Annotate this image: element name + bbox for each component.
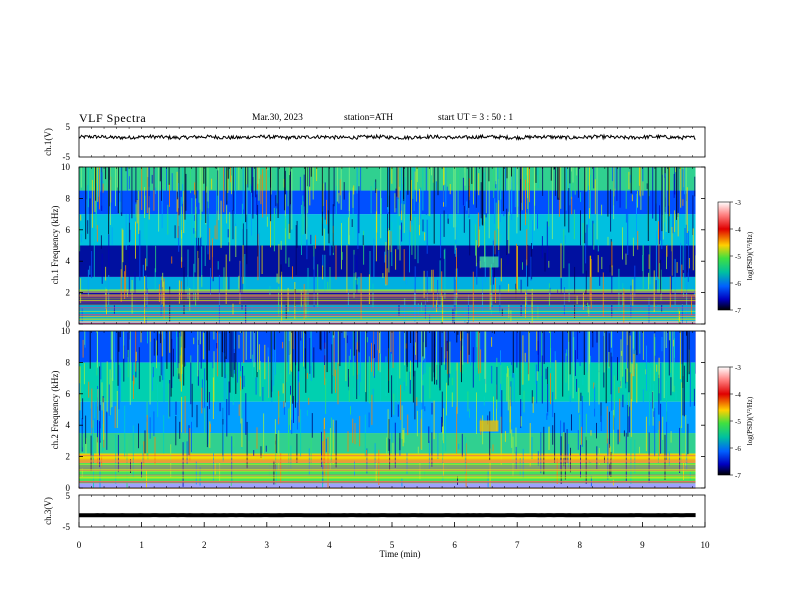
ch2-spec-ylabel-text: ch.2 Frequency (kHz): [50, 371, 60, 450]
cb2-tick--5: -5: [735, 418, 741, 426]
ch2-yticks: 0 2 4 6 8 10: [61, 326, 705, 493]
cb2-tick--6: -6: [735, 445, 741, 453]
start-time-label: start UT = 3 : 50 : 1: [438, 113, 514, 123]
ch3-ytick-top: 5: [66, 491, 71, 501]
ch1-ytick-10: 10: [61, 162, 71, 172]
ch3-ylabel: ch.3(V): [43, 497, 53, 525]
ch3-waveform-panel: 5 -5 ch.3(V): [43, 491, 706, 532]
ch1-spec-ylabel-text: ch.1 Frequency (kHz): [50, 206, 60, 285]
x-tick-2: 2: [202, 540, 207, 550]
x-tick-10: 10: [701, 540, 711, 550]
cb1-tick--4: -4: [735, 226, 741, 234]
x-tick-4: 4: [327, 540, 332, 550]
x-tick-3: 3: [265, 540, 270, 550]
x-tick-0: 0: [77, 540, 82, 550]
ch1-spectrogram-image: [79, 167, 705, 324]
figure-title: VLF Spectra: [79, 111, 147, 125]
cb2-tick--7: -7: [735, 472, 741, 480]
cb1-tick--3: -3: [735, 199, 741, 207]
date-label: Mar.30, 2023: [252, 113, 303, 123]
ch1-yticks: 0 2 4 6 8 10: [61, 162, 705, 329]
ch3-ytick-bottom: -5: [63, 522, 71, 532]
ch1-ytick-4: 4: [66, 256, 71, 266]
ch1-colorbar: -3 -4 -5 -6 -7 log(PSD)(V²/Hz): [717, 199, 754, 315]
x-axis-label: Time (min): [380, 549, 421, 559]
cb1-tick--5: -5: [735, 253, 741, 261]
ch1-waveform-panel: 5 -5 ch.1(V): [43, 122, 706, 162]
x-tick-5: 5: [390, 540, 395, 550]
x-tick-6: 6: [452, 540, 457, 550]
ch1-ytick-0: 0: [66, 319, 71, 329]
ch2-ytick-4: 4: [66, 420, 71, 430]
ch2-ytick-10: 10: [61, 326, 71, 336]
x-tick-8: 8: [578, 540, 583, 550]
x-tick-9: 9: [640, 540, 645, 550]
ch1-ytick-6: 6: [66, 225, 71, 235]
ch2-ytick-8: 8: [66, 357, 71, 367]
cb1-tick--7: -7: [735, 307, 741, 315]
ch2-ytick-6: 6: [66, 389, 71, 399]
ch1-waveform-line: [78, 133, 696, 141]
ch2-spectrogram-image: [79, 331, 705, 489]
ch1-ytick-8: 8: [66, 193, 71, 203]
ch2-spec-ylabel: ch.2 Frequency (kHz): [50, 371, 60, 450]
cb1-tick--6: -6: [735, 280, 741, 288]
cb2-tick--4: -4: [735, 391, 741, 399]
ch2-ytick-0: 0: [66, 483, 71, 493]
ch1-spec-ylabel: ch.1 Frequency (kHz): [50, 206, 60, 285]
ch1-ytick-top: 5: [66, 122, 71, 132]
ch2-colorbar: -3 -4 -5 -6 -7 log(PSD)(V²/Hz): [717, 364, 754, 480]
x-tick-1: 1: [139, 540, 144, 550]
x-tick-7: 7: [515, 540, 520, 550]
ch1-colorbar-label: log(PSD)(V²/Hz): [746, 231, 754, 280]
ch2-spectrogram-panel: 0 2 4 6 8 10 ch.2 Frequency (kHz): [50, 326, 706, 493]
ch2-colorbar-label: log(PSD)(V²/Hz): [746, 396, 754, 445]
ch1-spectrogram-panel: 0 2 4 6 8 10 ch.1 Frequency (kHz): [50, 162, 706, 329]
station-label: station=ATH: [344, 113, 394, 123]
time-axis: 0 1 2 3 4 5 6 7 8 9 10: [77, 127, 710, 550]
ch1-ytick-2: 2: [66, 288, 71, 298]
ch1-ytick-bottom: -5: [63, 152, 71, 162]
ch2-ytick-2: 2: [66, 452, 71, 462]
cb2-tick--3: -3: [735, 364, 741, 372]
ch1-ylabel: ch.1(V): [43, 128, 53, 156]
